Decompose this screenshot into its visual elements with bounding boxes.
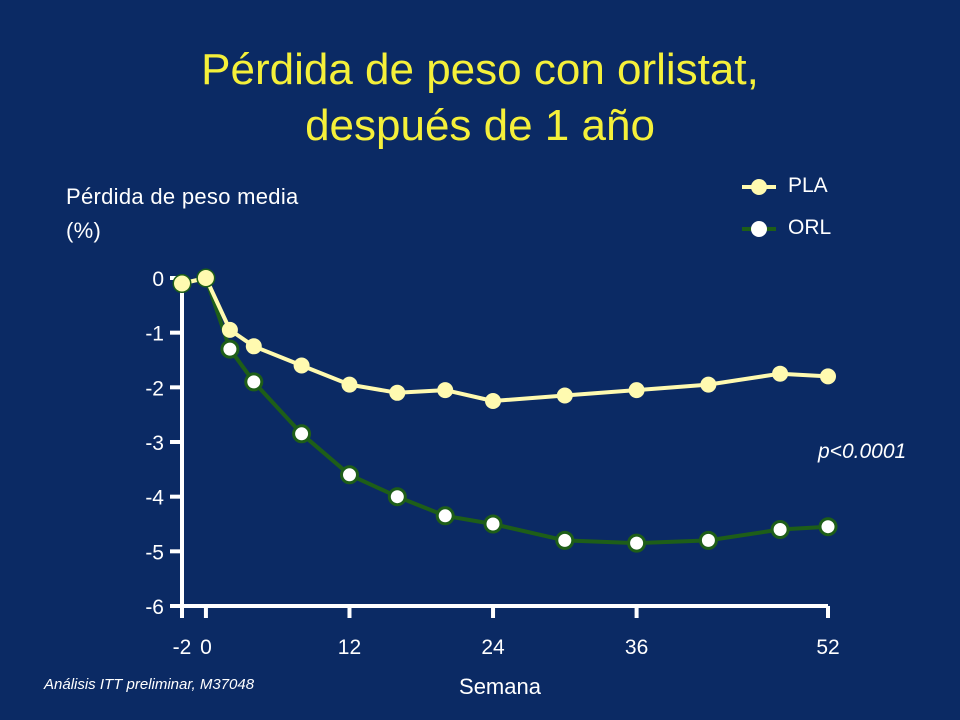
legend-label-pla: PLA	[788, 174, 828, 197]
data-point-pla	[389, 384, 406, 401]
y-tick-label: -2	[145, 377, 164, 400]
data-point-pla	[341, 376, 358, 393]
legend-label-orl: ORL	[788, 216, 832, 239]
y-tick-label: -6	[145, 596, 164, 619]
data-point-pla	[556, 387, 573, 404]
y-axis-label: Pérdida de peso media (%)	[66, 180, 396, 248]
title-line-1: Pérdida de peso con orlistat,	[201, 45, 759, 94]
data-point-pla	[221, 321, 238, 338]
y-tick-label: -1	[145, 323, 164, 346]
data-point-orl	[818, 517, 838, 537]
data-point-pla	[245, 338, 262, 355]
x-tick-label: 52	[816, 636, 839, 659]
series-line-pla	[181, 276, 829, 403]
footnote: Análisis ITT preliminar, M37048	[44, 676, 255, 693]
x-tick-label: 24	[481, 636, 505, 659]
chart-title: Pérdida de peso con orlistat, después de…	[0, 42, 960, 154]
data-point-pla	[174, 275, 190, 292]
data-point-pla	[772, 365, 789, 382]
data-point-orl	[220, 339, 240, 359]
data-point-pla	[197, 270, 214, 286]
x-tick-label: 36	[625, 636, 648, 659]
data-point-pla	[293, 357, 310, 374]
x-axis-label: Semana	[459, 674, 541, 699]
data-point-orl	[435, 506, 455, 526]
data-point-orl	[698, 530, 718, 550]
y-tick-label: -3	[145, 432, 164, 455]
data-point-orl	[244, 372, 264, 392]
data-point-orl	[555, 530, 575, 550]
data-point-pla	[485, 393, 501, 409]
y-axis-label-line-2: (%)	[66, 218, 102, 243]
p-value-annotation: p<0.0001	[818, 440, 907, 463]
data-point-orl	[627, 533, 647, 553]
legend-swatch-orl	[742, 221, 776, 237]
x-tick-label: -2	[173, 636, 192, 659]
y-axis-label-line-1: Pérdida de peso media	[66, 184, 299, 209]
data-point-pla	[628, 382, 645, 399]
data-point-pla	[437, 382, 454, 399]
data-point-pla	[820, 368, 836, 385]
y-tick-label: 0	[152, 268, 164, 291]
legend-item-orl: ORL	[740, 214, 890, 244]
data-point-orl	[483, 514, 503, 534]
x-tick-label: 0	[200, 636, 212, 659]
series-line-orl	[181, 276, 829, 546]
data-point-orl	[387, 487, 407, 507]
y-tick-label: -4	[145, 487, 164, 510]
title-line-2: después de 1 año	[305, 101, 655, 150]
data-point-orl	[770, 520, 790, 539]
legend-item-pla: PLA	[740, 172, 890, 202]
data-point-pla	[700, 376, 717, 393]
x-tick-label: 12	[338, 636, 361, 659]
data-point-orl	[340, 465, 359, 485]
legend-swatch-pla	[742, 179, 776, 195]
y-tick-label: -5	[145, 541, 164, 564]
data-point-orl	[292, 424, 312, 444]
